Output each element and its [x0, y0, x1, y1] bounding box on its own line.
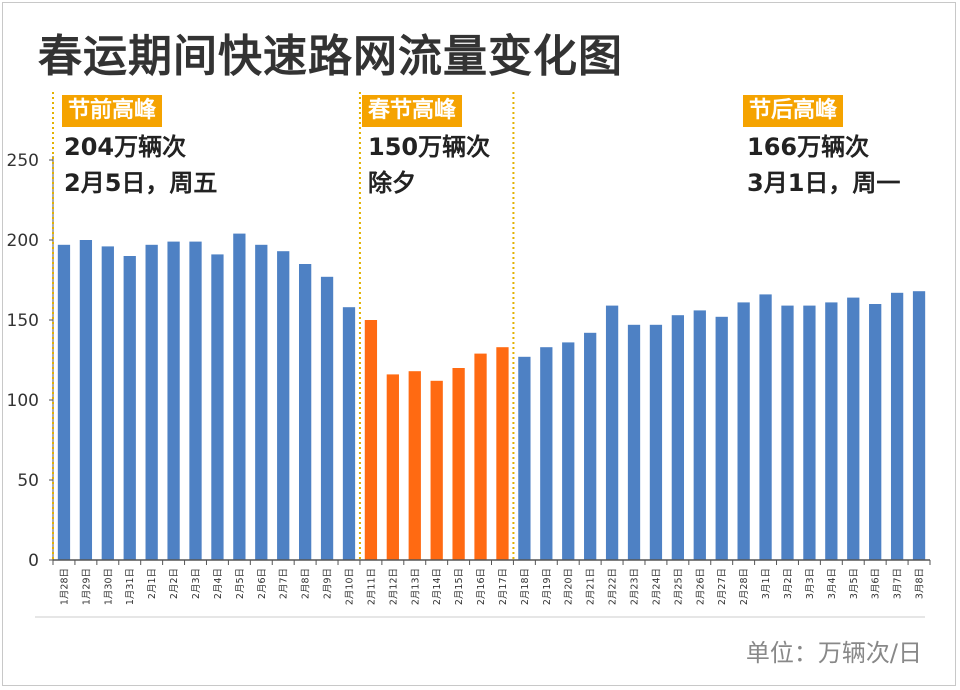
bar: [474, 353, 487, 560]
annotation-badge-post-festival: 节后高峰: [743, 95, 844, 127]
bar: [342, 307, 356, 560]
x-tick-label: 1月30日: [103, 568, 114, 605]
bar: [430, 380, 443, 560]
x-tick-label: 2月17日: [498, 568, 509, 605]
bar: [715, 316, 728, 560]
y-tick-label: 200: [7, 231, 39, 251]
bar: [649, 324, 663, 560]
x-tick-label: 3月5日: [849, 568, 860, 599]
y-tick-label: 250: [7, 151, 39, 171]
bar: [869, 304, 882, 560]
annotation-value-festival: 150万辆次: [368, 133, 491, 161]
bar: [912, 291, 926, 560]
x-tick-label: 2月15日: [454, 568, 465, 605]
x-tick-label: 2月11日: [366, 568, 377, 605]
x-tick-label: 3月1日: [761, 568, 772, 599]
x-tick-label: 2月28日: [739, 568, 750, 605]
x-tick-label: 2月2日: [169, 568, 180, 599]
annotation-badge-pre-festival: 节前高峰: [62, 95, 163, 127]
bar: [540, 347, 553, 560]
bar: [693, 310, 706, 560]
bar: [562, 342, 575, 560]
bar: [759, 294, 772, 560]
x-tick-label: 2月24日: [651, 568, 662, 605]
bar: [167, 241, 180, 560]
bar: [189, 241, 202, 560]
bar: [496, 347, 509, 560]
bar: [671, 315, 685, 560]
bar: [584, 332, 597, 560]
x-tick-label: 2月19日: [542, 568, 553, 605]
bar: [277, 251, 290, 560]
x-tick-label: 2月12日: [388, 568, 399, 605]
x-tick-label: 2月10日: [344, 568, 355, 605]
bar: [803, 305, 816, 560]
bar: [233, 233, 246, 560]
annotation-value-post-festival: 166万辆次: [747, 133, 870, 161]
bar: [825, 302, 838, 560]
bar: [364, 320, 378, 560]
annotation-date-post-festival: 3月1日，周一: [747, 169, 901, 197]
x-tick-label: 2月3日: [191, 568, 202, 599]
x-tick-label: 2月26日: [695, 568, 706, 605]
x-tick-label: 2月7日: [279, 568, 290, 599]
x-tick-label: 2月25日: [673, 568, 684, 605]
unit-label: 单位：万辆次/日: [745, 639, 922, 667]
x-tick-label: 2月16日: [476, 568, 487, 605]
bar: [79, 240, 93, 560]
x-tick-label: 3月8日: [915, 568, 926, 599]
x-tick-label: 1月28日: [59, 568, 70, 605]
x-tick-label: 2月22日: [608, 568, 619, 605]
x-tick-label: 3月6日: [871, 568, 882, 599]
bar: [101, 246, 114, 560]
bar: [518, 356, 531, 560]
annotation-date-pre-festival: 2月5日，周五: [64, 169, 218, 197]
bar: [452, 368, 465, 560]
x-tick-label: 2月8日: [301, 568, 312, 599]
x-tick-label: 2月20日: [564, 568, 575, 605]
x-tick-label: 3月7日: [893, 568, 904, 599]
x-tick-label: 2月21日: [586, 568, 597, 605]
y-tick-label: 0: [28, 551, 39, 571]
x-tick-label: 2月9日: [323, 568, 334, 599]
bar: [123, 256, 136, 560]
bar: [145, 244, 158, 561]
annotation-date-festival: 除夕: [368, 169, 416, 197]
bar: [57, 244, 71, 561]
x-tick-label: 3月2日: [783, 568, 794, 599]
chart-title: 春运期间快速路网流量变化图: [38, 31, 623, 82]
y-tick-label: 150: [7, 311, 39, 331]
annotation-badge-festival: 春节高峰: [362, 95, 463, 127]
x-tick-label: 2月23日: [630, 568, 641, 605]
bar: [890, 292, 904, 560]
x-tick-label: 1月31日: [125, 568, 136, 605]
y-tick-label: 100: [7, 391, 39, 411]
bar: [211, 254, 224, 560]
bar: [627, 324, 641, 560]
bar: [320, 276, 334, 560]
x-tick-label: 2月6日: [257, 568, 268, 599]
bar: [255, 244, 268, 561]
x-tick-label: 2月4日: [213, 568, 224, 599]
x-tick-label: 2月5日: [235, 568, 246, 599]
x-tick-label: 2月27日: [717, 568, 728, 605]
x-tick-label: 3月4日: [827, 568, 838, 599]
bar: [847, 297, 860, 560]
y-tick-label: 50: [17, 471, 39, 491]
x-tick-label: 3月3日: [805, 568, 816, 599]
bar: [737, 302, 750, 560]
bar: [298, 264, 312, 560]
annotation-value-pre-festival: 204万辆次: [64, 133, 187, 161]
x-tick-label: 2月18日: [520, 568, 531, 605]
x-tick-label: 2月1日: [147, 568, 158, 599]
bar: [781, 305, 794, 560]
x-tick-label: 2月14日: [432, 568, 443, 605]
x-tick-label: 1月29日: [81, 568, 92, 605]
x-tick-label: 2月13日: [410, 568, 421, 605]
bar: [408, 371, 421, 560]
bar: [605, 305, 619, 560]
bar: [386, 374, 399, 560]
